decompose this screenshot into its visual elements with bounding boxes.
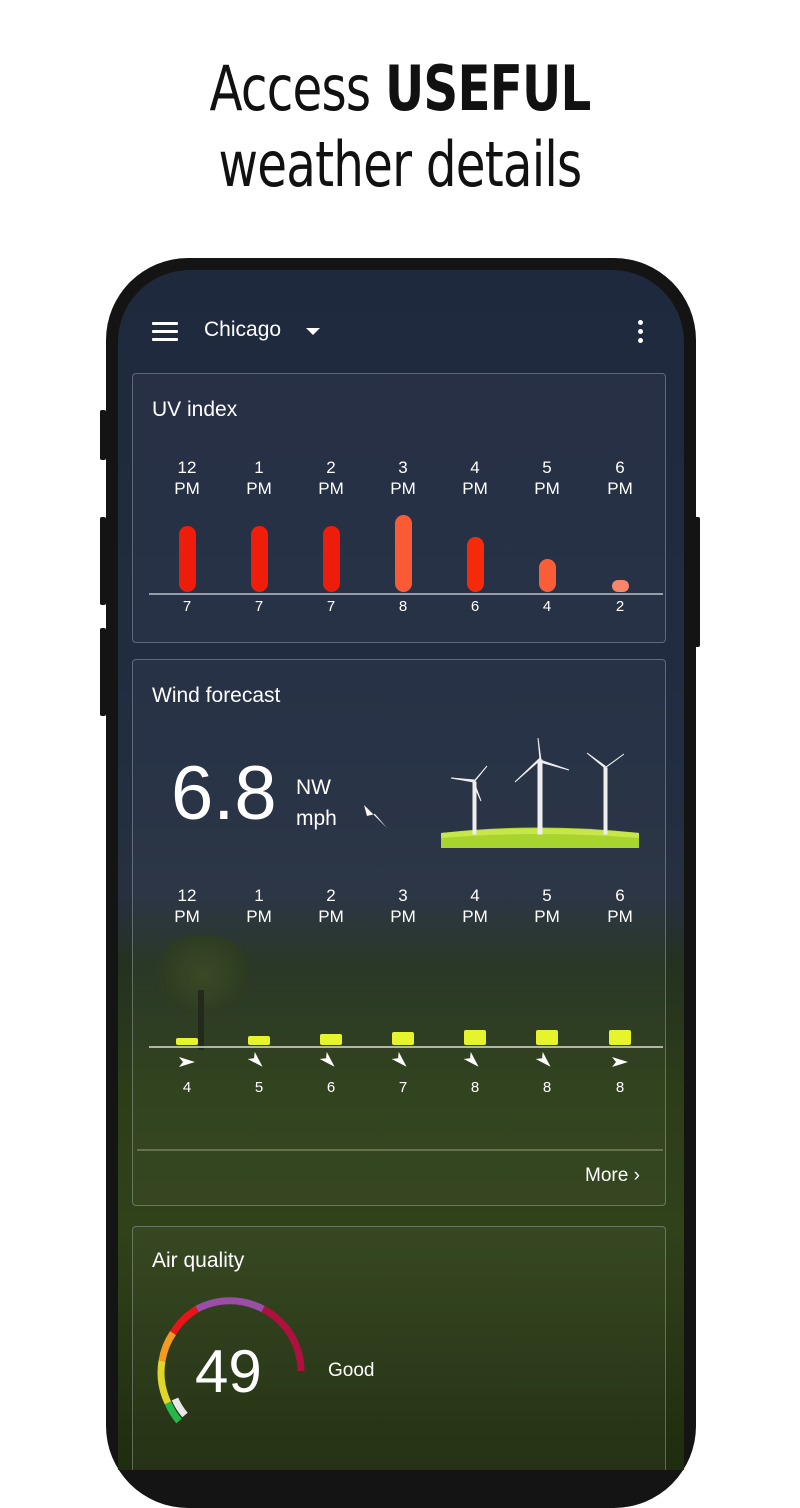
phone-side-button: [100, 628, 106, 716]
uv-baseline: [149, 593, 663, 595]
wind-arrow-icon: [535, 1050, 556, 1068]
wind-arrow-icon: [179, 1054, 195, 1067]
uv-value: 7: [182, 598, 192, 615]
wind-direction: NW: [296, 776, 331, 799]
uv-bar: [466, 537, 484, 592]
wind-baseline: [149, 1046, 663, 1048]
wind-arrow-icon: [247, 1050, 268, 1068]
wind-arrow-icon: [319, 1050, 340, 1068]
uv-hour-label: 1 PM: [246, 458, 272, 498]
uv-value: 4: [542, 598, 552, 615]
phone-power-button: [694, 517, 700, 647]
uv-hour-label: 5 PM: [534, 458, 560, 498]
wind-hour-label: 4 PM: [462, 886, 488, 926]
wind-turbines-icon: [441, 738, 639, 848]
uv-value: 2: [615, 598, 625, 615]
wind-hour-label: 6 PM: [607, 886, 633, 926]
uv-hour-label: 6 PM: [607, 458, 633, 498]
wind-hour-label: 12 PM: [174, 886, 200, 926]
air-quality-card: Air quality 49 Good: [132, 1226, 666, 1470]
wind-unit: mph: [296, 807, 337, 830]
card-title: Wind forecast: [152, 684, 281, 707]
wind-arrow-icon: [391, 1050, 412, 1068]
wind-value: 8: [470, 1079, 480, 1096]
air-quality-gauge: [157, 1297, 305, 1424]
phone-side-button: [100, 517, 106, 605]
uv-bar: [611, 580, 629, 592]
wind-direction-arrow-icon: [364, 805, 387, 828]
uv-bar: [250, 526, 268, 592]
wind-bar: [320, 1034, 342, 1045]
air-quality-label: Good: [328, 1360, 375, 1381]
wind-value: 8: [542, 1079, 552, 1096]
more-label: More: [585, 1165, 629, 1186]
wind-hour-label: 2 PM: [318, 886, 344, 926]
wind-bar: [464, 1030, 486, 1045]
promo-headline-1: Access USEFUL: [88, 52, 712, 125]
uv-value: 6: [470, 598, 480, 615]
wind-bar: [176, 1038, 198, 1045]
wind-value: 4: [182, 1079, 192, 1096]
wind-value: 6: [326, 1079, 336, 1096]
promo-headline-2: weather details: [218, 128, 583, 201]
wind-hour-label: 1 PM: [246, 886, 272, 926]
top-app-bar: Chicago: [118, 270, 684, 370]
wind-value: 8: [615, 1079, 625, 1096]
wind-arrow-icon: [612, 1054, 628, 1067]
uv-hour-label: 2 PM: [318, 458, 344, 498]
wind-arrow-icon: [463, 1050, 484, 1068]
dropdown-caret-icon[interactable]: [306, 328, 320, 335]
divider: [137, 1149, 663, 1151]
air-quality-value: 49: [195, 1338, 262, 1405]
wind-bar: [609, 1030, 631, 1045]
tree-trunk: [198, 990, 204, 1050]
uv-hour-label: 3 PM: [390, 458, 416, 498]
more-vert-icon[interactable]: [638, 320, 644, 344]
uv-bar: [178, 526, 196, 592]
wind-bar: [392, 1032, 414, 1045]
uv-value: 8: [398, 598, 408, 615]
card-title: UV index: [152, 398, 238, 421]
uv-hour-label: 12 PM: [174, 458, 200, 498]
uv-value: 7: [326, 598, 336, 615]
wind-value: 7: [398, 1079, 408, 1096]
more-button[interactable]: More ›: [585, 1165, 640, 1187]
promo-bold: USEFUL: [384, 52, 591, 125]
wind-forecast-card: Wind forecast 6.8 NW mph More › 12 PM 4 1 …: [132, 659, 666, 1206]
wind-value: 5: [254, 1079, 264, 1096]
uv-bar: [394, 515, 412, 592]
wind-hour-label: 5 PM: [534, 886, 560, 926]
chevron-right-icon: ›: [633, 1165, 640, 1186]
wind-hour-label: 3 PM: [390, 886, 416, 926]
wind-bar: [248, 1036, 270, 1045]
uv-value: 7: [254, 598, 264, 615]
uv-hour-label: 4 PM: [462, 458, 488, 498]
uv-bar: [322, 526, 340, 592]
uv-bar: [538, 559, 556, 592]
promo-light: Access: [209, 52, 371, 125]
city-selector[interactable]: Chicago: [204, 318, 282, 341]
phone-side-button: [100, 410, 106, 460]
wind-speed: 6.8: [171, 751, 277, 836]
uv-index-card: UV index 12 PM 7 1 PM 7 2 PM 7 3 PM 8 4 PM 6 5 PM 4…: [132, 373, 666, 643]
card-title: Air quality: [152, 1249, 245, 1272]
hamburger-icon[interactable]: [152, 322, 178, 341]
wind-bar: [536, 1030, 558, 1045]
app-screen: Chicago UV index 12 PM 7 1 PM 7 2 PM 7 3 PM 8 4 …: [118, 270, 684, 1470]
